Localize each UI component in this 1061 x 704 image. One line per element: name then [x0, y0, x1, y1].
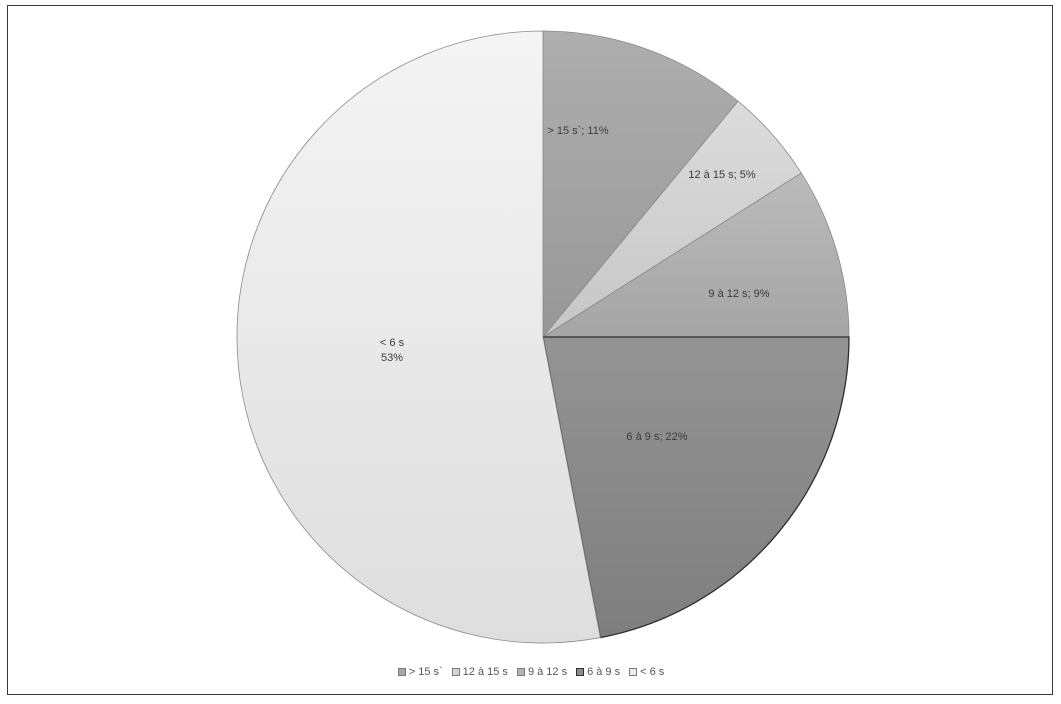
data-label-3: 6 à 9 s; 22% — [626, 431, 687, 443]
data-label-1: 12 à 15 s; 5% — [688, 169, 755, 181]
pie-slices — [236, 30, 850, 644]
data-label-4: < 6 s 53% — [380, 337, 405, 364]
legend-swatch-0 — [397, 668, 406, 676]
chart-legend: > 15 s` 12 à 15 s 9 à 12 s 6 à 9 s < 6 s — [8, 666, 1054, 678]
legend-swatch-2 — [516, 668, 525, 676]
legend-item-4: < 6 s — [629, 666, 664, 678]
legend-item-0: > 15 s` — [397, 666, 443, 678]
legend-label-0: > 15 s` — [408, 666, 443, 678]
legend-label-3: 6 à 9 s — [587, 666, 621, 678]
legend-label-1: 12 à 15 s — [462, 666, 508, 678]
legend-swatch-1 — [451, 668, 460, 676]
data-label-2: 9 à 12 s; 9% — [708, 288, 769, 300]
legend-item-1: 12 à 15 s — [451, 666, 508, 678]
legend-label-2: 9 à 12 s — [527, 666, 568, 678]
pie-slice-0 — [542, 30, 739, 338]
chart-frame: > 15 s`; 11% 12 à 15 s; 5% 9 à 12 s; 9% 6 à… — [7, 5, 1053, 695]
pie-slice-2 — [542, 172, 850, 338]
pie-chart: > 15 s`; 11% 12 à 15 s; 5% 9 à 12 s; 9% 6 à… — [236, 30, 850, 644]
legend-item-3: 6 à 9 s — [576, 666, 620, 678]
legend-swatch-3 — [576, 668, 585, 676]
legend-item-2: 9 à 12 s — [516, 666, 568, 678]
pie-data-labels: > 15 s`; 11% 12 à 15 s; 5% 9 à 12 s; 9% 6 à… — [380, 125, 770, 443]
pie-slice-4 — [236, 30, 601, 644]
pie-slice-3 — [542, 336, 850, 639]
data-label-0: > 15 s`; 11% — [547, 125, 608, 137]
legend-swatch-4 — [629, 668, 638, 676]
legend-label-4: < 6 s — [640, 666, 665, 678]
